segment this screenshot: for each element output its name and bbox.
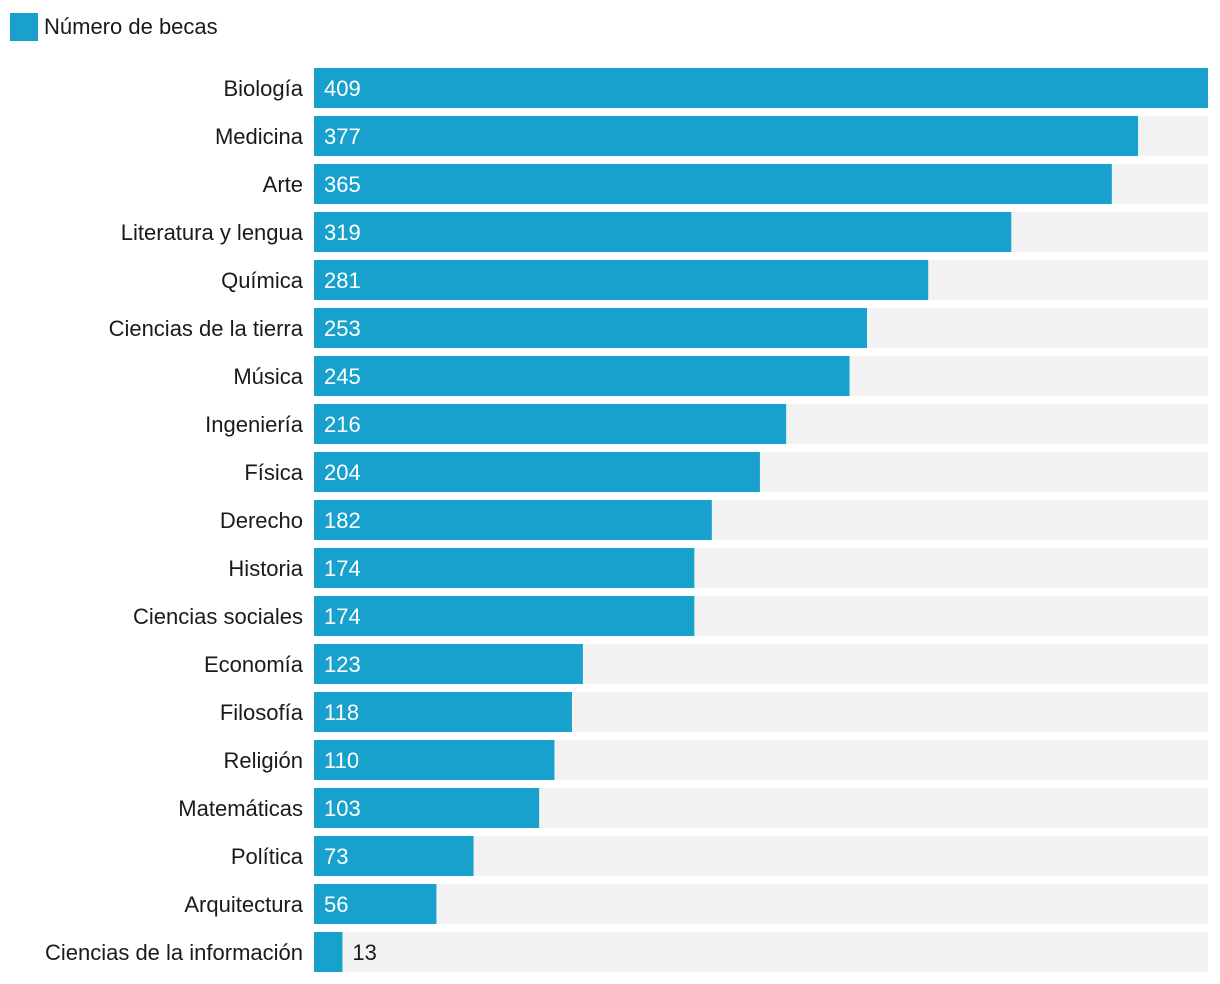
category-label: Arquitectura	[184, 892, 303, 917]
value-label: 13	[352, 940, 376, 965]
bar	[314, 884, 437, 924]
bar-track	[314, 884, 1208, 924]
bar-track	[314, 932, 1208, 972]
bar	[314, 260, 929, 300]
bar	[314, 308, 868, 348]
value-label: 245	[324, 364, 361, 389]
category-label: Literatura y lengua	[121, 220, 304, 245]
bar	[314, 164, 1112, 204]
value-label: 56	[324, 892, 348, 917]
value-label: 319	[324, 220, 361, 245]
value-label: 110	[324, 748, 359, 773]
value-label: 174	[324, 604, 361, 629]
value-label: 182	[324, 508, 361, 533]
bar	[314, 452, 760, 492]
bar	[314, 548, 695, 588]
bar	[314, 788, 540, 828]
category-label: Matemáticas	[178, 796, 303, 821]
legend: Número de becas	[10, 13, 218, 41]
legend-label: Número de becas	[44, 14, 218, 39]
value-label: 281	[324, 268, 361, 293]
value-label: 123	[324, 652, 361, 677]
category-labels: Biología Medicina Arte Literatura y lengua Q…	[45, 76, 304, 965]
category-label: Arte	[263, 172, 303, 197]
bar	[314, 740, 555, 780]
category-label: Religión	[224, 748, 304, 773]
value-label: 118	[324, 700, 359, 725]
category-label: Política	[231, 844, 304, 869]
value-label: 103	[324, 796, 361, 821]
value-label: 377	[324, 124, 361, 149]
bar	[314, 692, 572, 732]
value-labels: 409 377 365 319 281 253 245 216 204 182 174 174 123 1…	[324, 76, 377, 965]
category-label: Historia	[228, 556, 303, 581]
category-label: Ingeniería	[205, 412, 304, 437]
value-label: 73	[324, 844, 348, 869]
category-label: Economía	[204, 652, 304, 677]
bar	[314, 500, 712, 540]
category-label: Ciencias sociales	[133, 604, 303, 629]
value-label: 253	[324, 316, 361, 341]
bar	[314, 404, 787, 444]
bar	[314, 596, 695, 636]
category-label: Música	[233, 364, 303, 389]
value-label: 409	[324, 76, 361, 101]
category-label: Química	[221, 268, 304, 293]
bar	[314, 212, 1012, 252]
category-label: Derecho	[220, 508, 303, 533]
category-label: Medicina	[215, 124, 304, 149]
bar	[314, 644, 583, 684]
bar	[314, 356, 850, 396]
category-label: Filosofía	[220, 700, 304, 725]
category-label: Ciencias de la información	[45, 940, 303, 965]
value-label: 365	[324, 172, 361, 197]
bar	[314, 116, 1139, 156]
value-label: 204	[324, 460, 361, 485]
category-label: Ciencias de la tierra	[109, 316, 304, 341]
legend-swatch	[10, 13, 38, 41]
category-label: Biología	[223, 76, 303, 101]
category-label: Física	[244, 460, 303, 485]
value-label: 216	[324, 412, 361, 437]
bar	[314, 932, 343, 972]
value-label: 174	[324, 556, 361, 581]
bars	[314, 68, 1208, 972]
bar	[314, 836, 474, 876]
bar	[314, 68, 1208, 108]
